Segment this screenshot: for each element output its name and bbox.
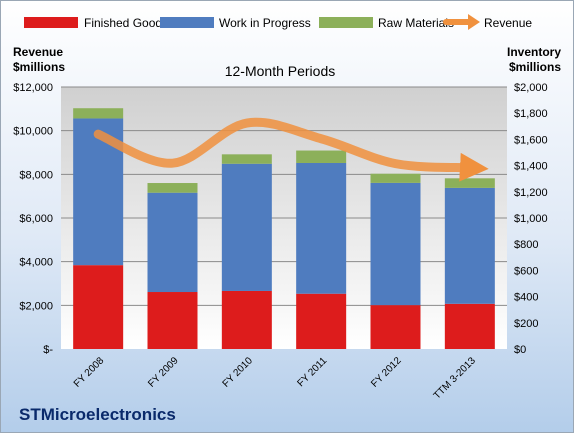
legend-label-revenue: Revenue	[484, 16, 532, 30]
right-tick-label: $1,400	[514, 161, 548, 173]
right-tick-label: $800	[514, 239, 538, 251]
chart-subtitle: 12-Month Periods	[225, 63, 336, 79]
bars	[73, 108, 495, 349]
bar-raw-materials	[147, 183, 198, 193]
bar-work-in-progress	[370, 182, 421, 306]
right-tick-label: $200	[514, 318, 538, 330]
left-tick-label: $4,000	[19, 257, 53, 269]
bar-finished-goods	[296, 293, 347, 349]
bar-finished-goods	[370, 305, 421, 349]
right-tick-label: $1,600	[514, 134, 548, 146]
right-axis-title-line1: Inventory	[507, 45, 561, 59]
bar-raw-materials	[73, 108, 124, 119]
bar-work-in-progress	[296, 162, 347, 294]
bar-raw-materials	[221, 154, 272, 164]
legend-label-work-in-progress: Work in Progress	[219, 16, 311, 30]
right-axis-title-line2: $millions	[509, 60, 561, 74]
left-axis-title-line2: $millions	[13, 60, 65, 74]
bar-work-in-progress	[221, 163, 272, 291]
left-tick-label: $2,000	[19, 300, 53, 312]
bar-raw-materials	[296, 150, 347, 163]
revenue-line	[93, 117, 489, 182]
right-tick-label: $0	[514, 344, 526, 356]
left-tick-label: $10,000	[13, 126, 53, 138]
bar-finished-goods	[444, 303, 495, 349]
right-tick-label: $1,800	[514, 108, 548, 120]
legend-swatch-raw-materials	[319, 17, 373, 28]
legend: Finished Goods Work in Progress Raw Mate…	[24, 14, 532, 30]
legend-label-finished-goods: Finished Goods	[84, 16, 168, 30]
right-tick-label: $2,000	[514, 82, 548, 94]
legend-swatch-revenue-arrowhead	[468, 14, 480, 30]
left-ticks: $- $2,000 $4,000 $6,000 $8,000 $10,000 $12,000	[13, 82, 53, 356]
bar-finished-goods	[147, 292, 198, 349]
right-tick-label: $400	[514, 292, 538, 304]
right-tick-label: $1,000	[514, 213, 548, 225]
left-tick-label: $-	[43, 344, 53, 356]
bar-work-in-progress	[444, 187, 495, 304]
company-name: STMicroelectronics	[19, 405, 176, 424]
legend-swatch-finished-goods	[24, 17, 78, 28]
bar-raw-materials	[370, 173, 421, 183]
right-tick-label: $1,200	[514, 187, 548, 199]
left-tick-label: $8,000	[19, 169, 53, 181]
bar-raw-materials	[444, 178, 495, 188]
bar-work-in-progress	[147, 192, 198, 293]
legend-swatch-work-in-progress	[160, 17, 214, 28]
right-ticks: $0 $200 $400 $600 $800 $1,000 $1,200 $1,400 $1,6…	[514, 82, 548, 356]
left-tick-label: $12,000	[13, 82, 53, 94]
left-axis-title-line1: Revenue	[13, 45, 63, 59]
bar-finished-goods	[73, 265, 124, 349]
bar-finished-goods	[221, 290, 272, 349]
left-tick-label: $6,000	[19, 213, 53, 225]
right-tick-label: $600	[514, 265, 538, 277]
legend-label-raw-materials: Raw Materials	[378, 16, 454, 30]
